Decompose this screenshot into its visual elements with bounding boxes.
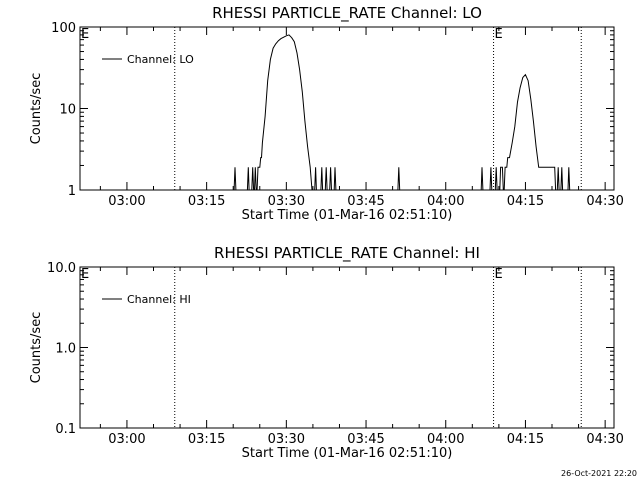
x-tick-label: 03:45 xyxy=(347,194,384,209)
y-axis-label: Counts/sec xyxy=(29,73,44,145)
x-tick-label: 04:15 xyxy=(507,194,544,209)
chart-panel-hi: RHESSI PARTICLE_RATE Channel: HI E E 03:00 0… xyxy=(29,244,624,461)
y-tick-label: 10.0 xyxy=(47,261,76,276)
legend-label: Channel: HI xyxy=(127,293,191,306)
x-tick-label: 03:15 xyxy=(188,194,225,209)
plot-frame xyxy=(79,26,615,191)
y-tick-label: 1 xyxy=(68,184,76,199)
x-tick-label: 04:00 xyxy=(427,194,464,209)
x-tick-label: 03:45 xyxy=(347,432,384,447)
event-marker: E xyxy=(81,27,89,42)
event-marker: E xyxy=(81,267,89,282)
x-tick-label: 04:30 xyxy=(586,194,623,209)
plot-frame xyxy=(79,266,615,429)
chart-title: RHESSI PARTICLE_RATE Channel: HI xyxy=(214,244,480,263)
y-axis-label: Counts/sec xyxy=(29,312,44,384)
y-tick-label: 10 xyxy=(59,103,76,118)
x-tick-label: 04:00 xyxy=(427,432,464,447)
chart-panel-lo: RHESSI PARTICLE_RATE Channel: LO E E 03:00 0… xyxy=(29,4,624,223)
y-tick-label: 0.1 xyxy=(55,422,76,437)
event-marker: E xyxy=(495,27,503,42)
x-tick-label: 03:30 xyxy=(268,432,305,447)
footer-timestamp: 26-Oct-2021 22:20 xyxy=(561,469,637,478)
x-tick-label: 03:00 xyxy=(108,194,145,209)
legend-label: Channel: LO xyxy=(127,53,194,66)
series-line xyxy=(233,34,571,190)
x-tick-label: 04:15 xyxy=(507,432,544,447)
y-tick-label: 100 xyxy=(51,21,76,36)
y-tick-label: 1.0 xyxy=(55,342,76,357)
x-tick-label: 03:00 xyxy=(108,432,145,447)
event-marker: E xyxy=(495,267,503,282)
x-axis-label: Start Time (01-Mar-16 02:51:10) xyxy=(242,446,453,461)
x-tick-label: 03:30 xyxy=(268,194,305,209)
chart-title: RHESSI PARTICLE_RATE Channel: LO xyxy=(212,4,482,23)
x-tick-label: 03:15 xyxy=(188,432,225,447)
x-axis-label: Start Time (01-Mar-16 02:51:10) xyxy=(242,208,453,223)
x-tick-label: 04:30 xyxy=(586,432,623,447)
